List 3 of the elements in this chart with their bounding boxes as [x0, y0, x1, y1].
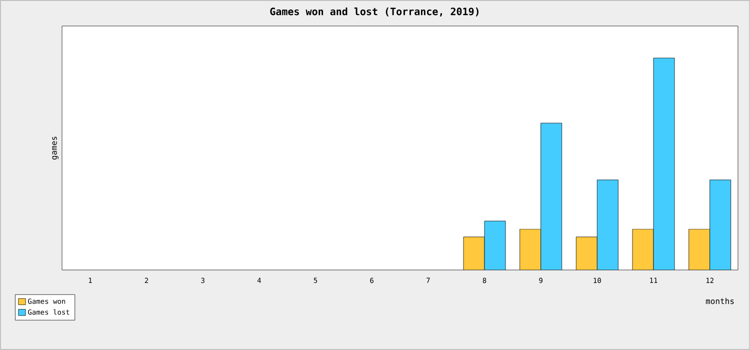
y-axis-title: games — [52, 136, 58, 160]
chart-title: Games won and lost (Torrance, 2019) — [270, 7, 478, 16]
x-axis-title: months — [706, 298, 734, 304]
